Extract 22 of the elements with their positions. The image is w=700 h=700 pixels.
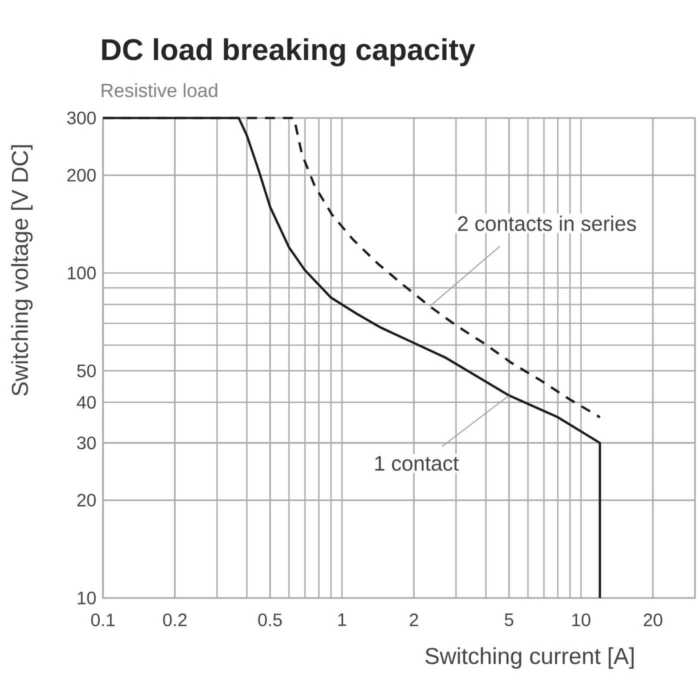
x-tick-label: 10	[572, 614, 590, 626]
y-tick-label: 10	[78, 592, 96, 604]
annotation: 1 contact	[375, 456, 459, 471]
x-axis-title: Switching current [A]	[425, 647, 634, 669]
x-tick-label: 2	[410, 614, 418, 626]
x-tick-label: 5	[504, 614, 514, 626]
y-tick-label: 50	[77, 364, 96, 378]
y-tick-label: 200	[67, 168, 96, 182]
x-tick-label: 0.2	[163, 614, 187, 626]
y-tick-label: 40	[76, 396, 96, 409]
x-tick-label: 0.1	[91, 614, 115, 626]
annotation: 2 contacts in series	[458, 216, 636, 232]
y-tick-label: 30	[77, 436, 96, 450]
x-tick-label: 1	[338, 614, 346, 626]
y-tick-label: 100	[68, 266, 96, 280]
x-tick-label: 20	[644, 614, 662, 626]
y-tick-label: 20	[77, 494, 96, 507]
y-tick-label: 300	[67, 112, 96, 124]
y-axis-title: Switching voltage [V DC]	[11, 145, 33, 396]
chart-title: DC load breaking capacity	[102, 38, 476, 66]
chart-subtitle: Resistive load	[102, 83, 218, 98]
x-tick-label: 0.5	[258, 614, 282, 626]
